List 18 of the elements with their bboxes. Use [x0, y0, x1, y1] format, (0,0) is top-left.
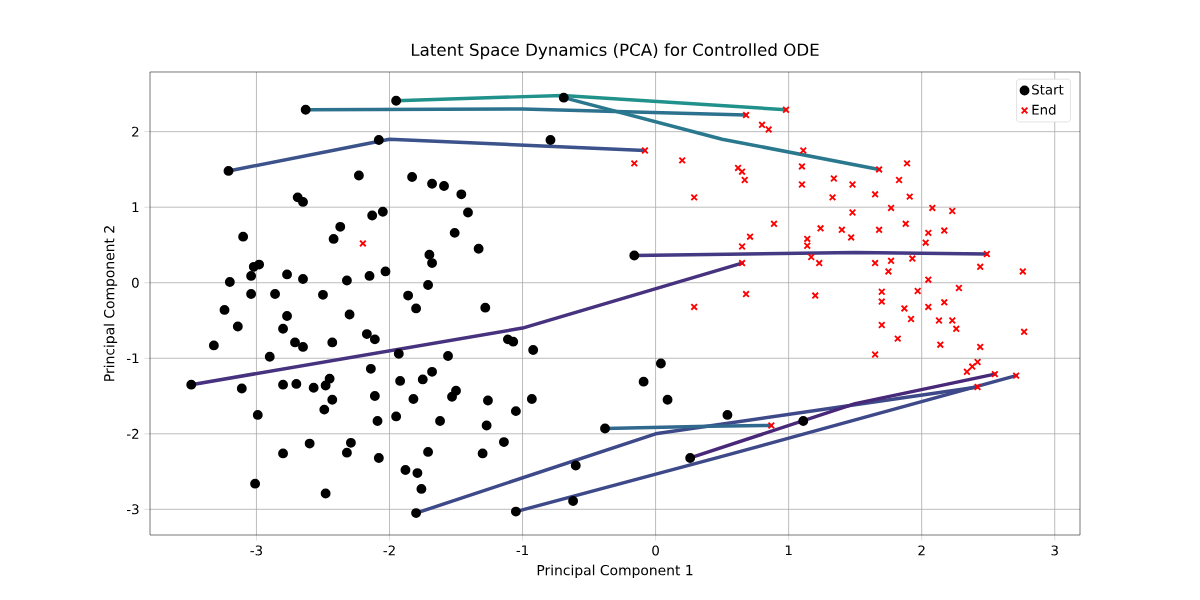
- y-tick-label: -3: [126, 504, 139, 515]
- x-axis-title: Principal Component 1: [537, 564, 693, 579]
- legend-label: End: [1032, 104, 1056, 115]
- y-axis-title: Principal Component 2: [103, 226, 118, 381]
- y-tick-label: 0: [132, 277, 139, 288]
- x-tick-label: -1: [516, 545, 528, 556]
- x-tick-label: 0: [652, 545, 659, 556]
- y-tick-label: -2: [126, 428, 139, 439]
- y-tick-label: 2: [132, 126, 139, 137]
- x-tick-label: 1: [785, 545, 792, 556]
- x-tick-label: 2: [918, 545, 925, 556]
- x-tick-label: -3: [250, 545, 263, 556]
- legend-label: Start: [1032, 84, 1064, 95]
- x-tick-label: 3: [1051, 545, 1058, 556]
- chart-title: Latent Space Dynamics (PCA) for Controlled ODE: [411, 43, 819, 60]
- x-tick-label: -2: [383, 545, 395, 556]
- y-tick-label: 1: [132, 202, 139, 213]
- y-tick-label: -1: [126, 353, 139, 364]
